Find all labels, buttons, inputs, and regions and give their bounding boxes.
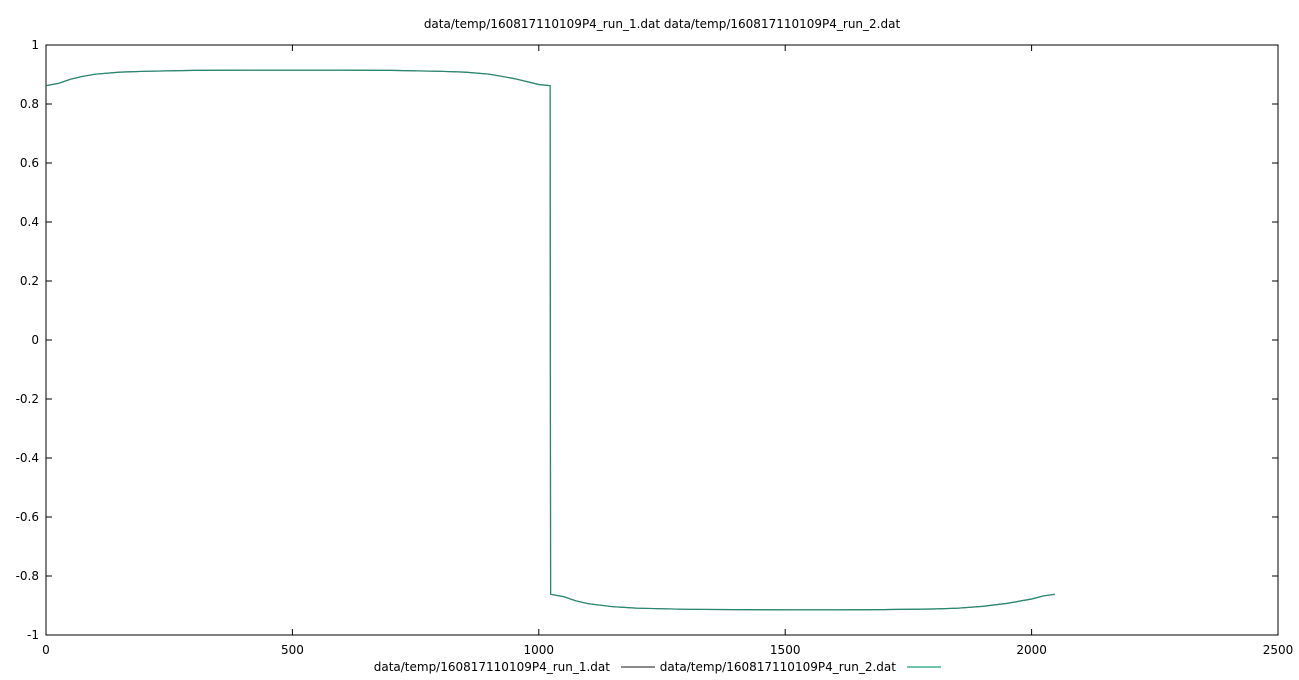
plot-area-frame [45,44,1279,636]
y-tick-label: -1 [27,628,39,642]
y-tick-label: 1 [31,38,39,52]
y-tick-label: 0.8 [20,97,39,111]
legend-entry-label: data/temp/160817110109P4_run_2.dat [660,660,897,674]
y-tick-label: 0.4 [20,215,39,229]
legend-entry-label: data/temp/160817110109P4_run_1.dat [374,660,611,674]
y-axis: 1 0.8 0.6 0.4 0.2 0 -0.2 -0.4 -0.6 -0.8 -1 [16,38,1278,642]
y-tick-label: 0 [31,333,39,347]
x-tick-label: 500 [281,643,304,657]
legend: data/temp/160817110109P4_run_1.dat data/t… [374,660,941,674]
x-axis: 0 500 1000 1500 2000 2500 [42,45,1293,657]
y-tick-label: -0.4 [16,451,39,465]
x-tick-label: 1000 [524,643,555,657]
y-tick-label: 0.6 [20,156,39,170]
chart-title: data/temp/160817110109P4_run_1.dat data/… [424,17,901,31]
series-line-2 [45,69,1055,611]
y-tick-label: -0.6 [16,510,39,524]
y-tick-label: -0.8 [16,569,39,583]
x-tick-label: 1500 [770,643,801,657]
series-lines [45,69,1055,611]
x-tick-label: 0 [42,643,50,657]
x-tick-label: 2000 [1016,643,1047,657]
y-tick-label: 0.2 [20,274,39,288]
x-tick-label: 2500 [1263,643,1294,657]
y-tick-label: -0.2 [16,392,39,406]
